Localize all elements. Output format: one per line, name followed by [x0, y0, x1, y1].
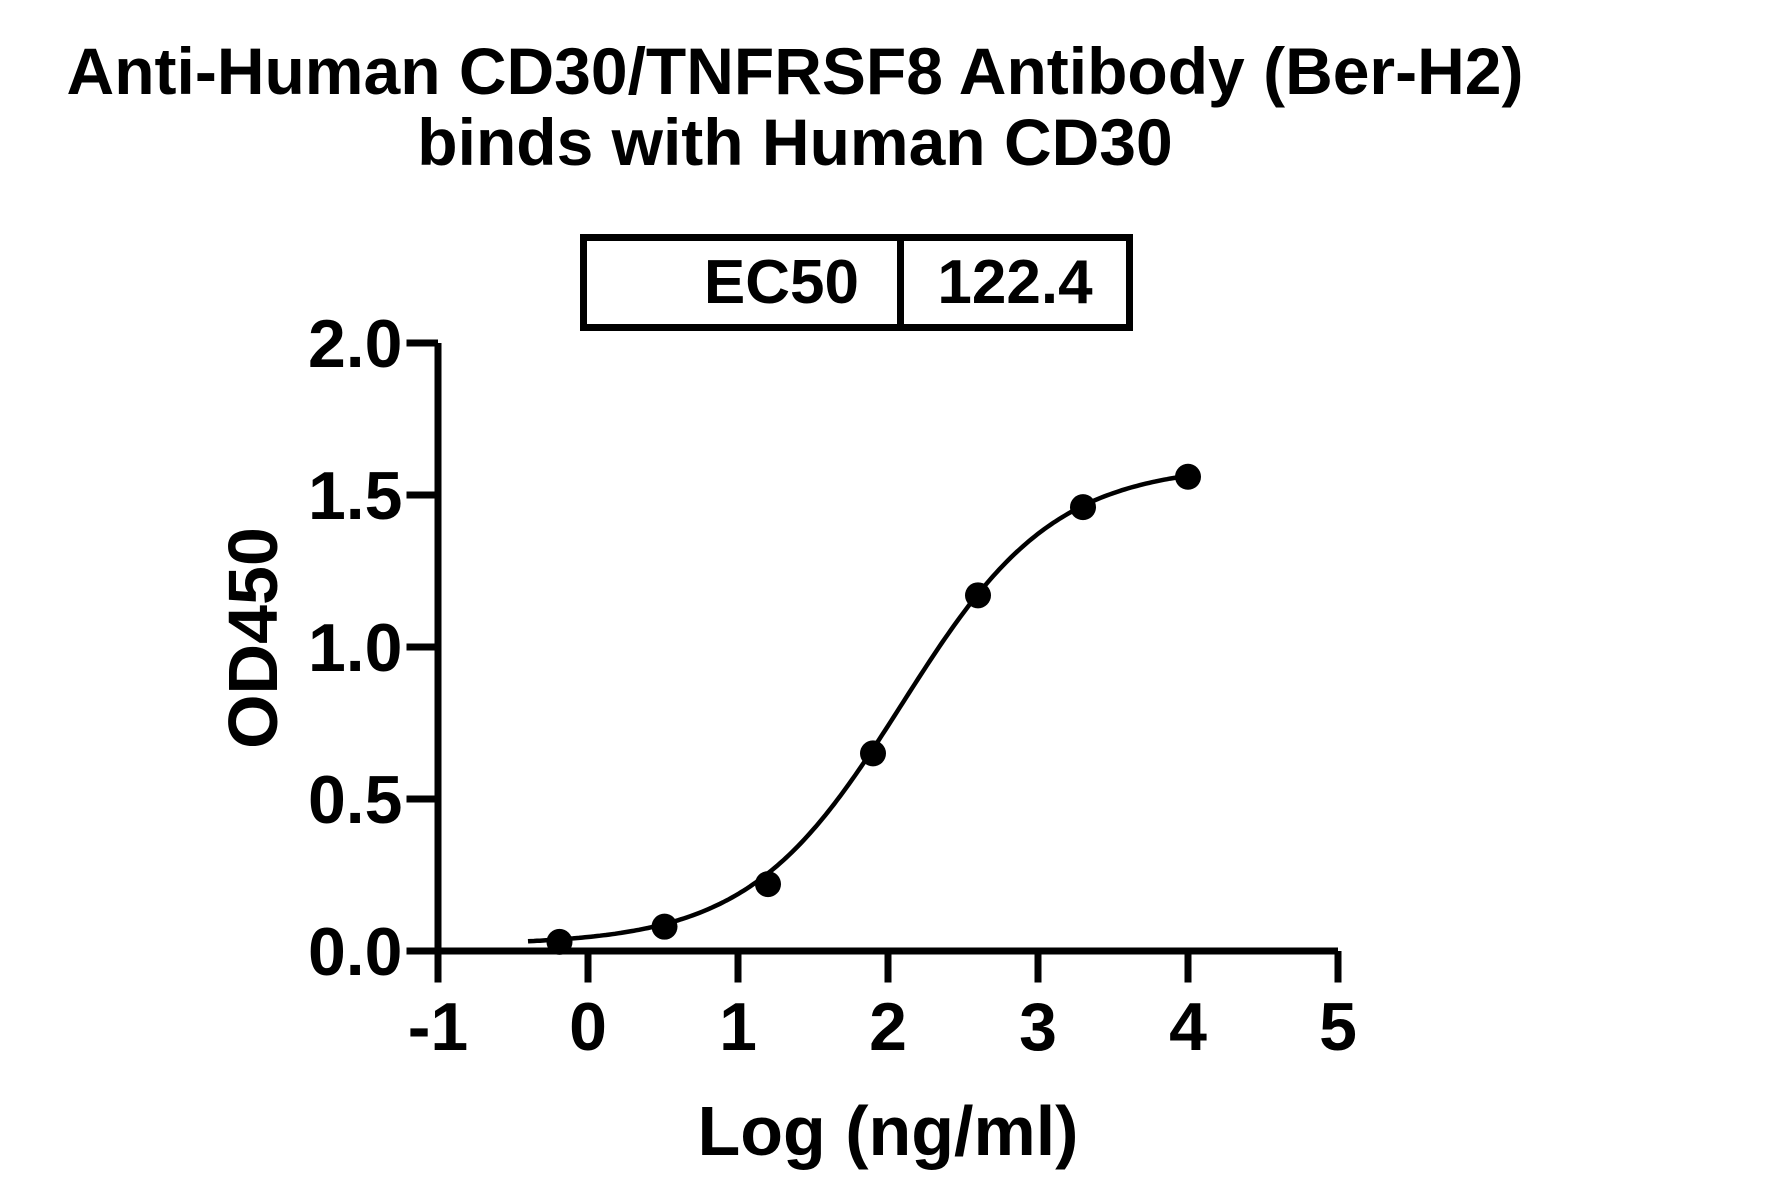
x-tick-label: 0: [569, 989, 607, 1065]
x-tick-label: 3: [1019, 989, 1057, 1065]
data-point: [546, 928, 573, 955]
fit-curve: [527, 473, 1189, 944]
y-tick-label: 0.0: [308, 914, 403, 990]
x-axis-title: Log (ng/ml): [697, 1092, 1079, 1170]
chart-title-line1: Anti-Human CD30/TNFRSF8 Antibody (Ber-H2…: [66, 34, 1524, 108]
ec50-table: EC50 122.4: [580, 234, 1133, 331]
chart-title: Anti-Human CD30/TNFRSF8 Antibody (Ber-H2…: [0, 36, 1590, 178]
x-tick-label: 2: [869, 989, 907, 1065]
data-point: [965, 582, 991, 609]
x-tick-label: 1: [719, 989, 757, 1065]
data-point: [651, 913, 678, 940]
chart-title-line2: binds with Human CD30: [417, 105, 1173, 179]
data-point: [860, 740, 886, 767]
y-tick-label: 1.5: [308, 458, 403, 534]
y-tick-label: 0.5: [308, 762, 403, 838]
x-tick-label: 5: [1319, 989, 1357, 1065]
data-point: [755, 871, 781, 898]
data-point: [1070, 494, 1096, 521]
x-tick-label: -1: [408, 989, 468, 1065]
ec50-value-cell: 122.4: [937, 248, 1093, 317]
y-tick-label: 1.0: [308, 610, 403, 686]
ec50-label-cell: EC50: [587, 241, 904, 324]
data-point: [1175, 463, 1201, 490]
y-tick-label: 2.0: [308, 306, 403, 382]
x-tick-label: 4: [1169, 989, 1207, 1065]
